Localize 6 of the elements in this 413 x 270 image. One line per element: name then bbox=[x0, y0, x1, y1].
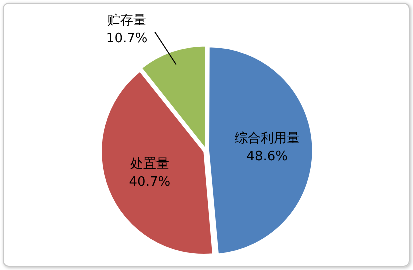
slice-label: 综合利用量 bbox=[234, 132, 300, 147]
slice-label: 处置量 bbox=[130, 156, 170, 172]
data-label: 40.7% bbox=[129, 174, 171, 190]
data-label: 10.7% bbox=[106, 32, 148, 47]
data-label: 48.6% bbox=[246, 150, 288, 165]
slice-label: 贮存量 bbox=[108, 14, 147, 29]
